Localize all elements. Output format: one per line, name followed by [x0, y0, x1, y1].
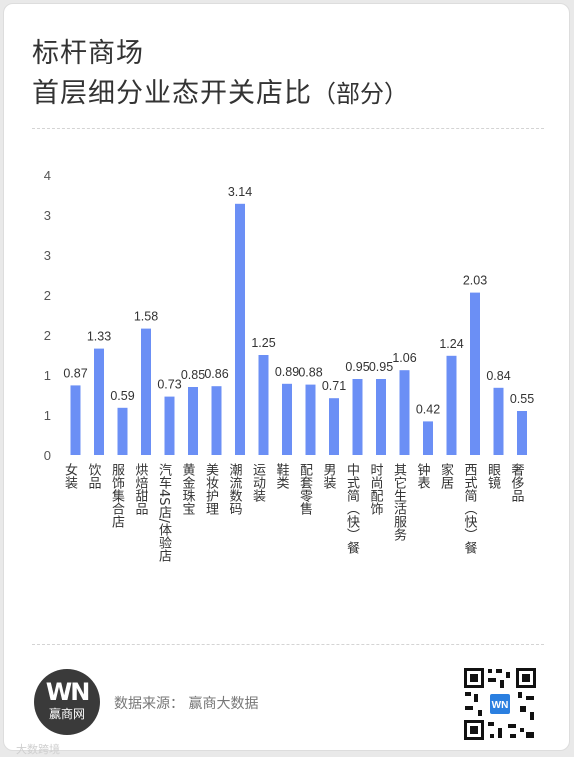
bar: [188, 387, 198, 455]
data-label: 0.84: [486, 369, 510, 383]
bar: [446, 355, 457, 455]
data-label: 0.88: [298, 366, 322, 380]
data-label: 0.73: [157, 378, 181, 392]
x-tick-label: 眼镜: [485, 463, 501, 489]
data-label: 1.24: [439, 337, 463, 351]
logo-mark: WN: [45, 678, 91, 706]
x-tick-label: 黄金珠宝: [180, 463, 196, 515]
y-tick-label: 2: [44, 328, 51, 343]
x-tick-label: 家居: [438, 462, 454, 489]
x-tick-label: 时尚配饰: [368, 463, 384, 515]
data-label: 0.95: [369, 360, 393, 374]
logo-name: 赢商网: [48, 707, 85, 721]
data-label: 1.06: [392, 351, 416, 365]
x-tick-label: 女装: [62, 462, 78, 489]
title-line-1: 标杆商场: [32, 38, 144, 69]
bar: [493, 387, 504, 455]
x-tick-label: 鞋类: [274, 462, 290, 489]
data-label: 0.59: [110, 389, 134, 403]
x-tick-label: 男装: [321, 463, 337, 489]
bar: [70, 385, 81, 455]
title-line-2-sub: （部分）: [312, 80, 408, 108]
bar: [329, 398, 339, 455]
x-tick-label: 烘焙甜品: [133, 463, 149, 515]
data-label: 0.86: [204, 367, 228, 381]
x-tick-label: 奢侈品: [509, 463, 525, 502]
data-label: 0.85: [181, 368, 205, 382]
data-label: 1.25: [251, 336, 275, 350]
y-tick-label: 3: [44, 208, 51, 223]
bar: [258, 355, 269, 455]
data-label: 0.95: [345, 360, 369, 374]
bar: [164, 396, 175, 455]
top-divider: [32, 128, 544, 129]
title-line-2-main: 首层细分业态开关店比: [32, 78, 312, 109]
watermark: 大数跨境: [16, 743, 60, 756]
x-tick-label: 服饰集合店: [109, 463, 125, 528]
bar: [423, 421, 433, 455]
y-tick-label: 0: [44, 448, 51, 463]
data-label: 3.14: [228, 185, 252, 199]
bar: [470, 292, 480, 455]
bar: [117, 407, 128, 455]
bar: [305, 384, 316, 455]
bar: [211, 386, 222, 455]
brand-logo: WN 赢商网: [34, 669, 100, 735]
x-tick-label: 中式简（快）餐: [344, 463, 360, 554]
x-tick-label: 西式简（快）餐: [462, 463, 478, 554]
y-tick-label: 4: [44, 168, 51, 183]
chart-title: 标杆商场 首层细分业态开关店比（部分）: [32, 34, 408, 114]
qr-code-icon: WN: [462, 666, 538, 742]
bar: [352, 379, 363, 455]
data-label: 1.33: [87, 330, 111, 344]
bar: [517, 411, 527, 455]
bar: [282, 383, 292, 455]
bottom-divider: [32, 644, 544, 645]
title-line-2: 首层细分业态开关店比（部分）: [32, 74, 408, 114]
bar: [94, 348, 104, 455]
data-label: 0.89: [275, 365, 299, 379]
bar: [399, 370, 410, 455]
data-source: 数据来源： 赢商大数据: [114, 696, 259, 712]
data-label: 0.42: [416, 402, 440, 416]
y-tick-label: 1: [44, 368, 51, 383]
x-tick-label: 配套零售: [297, 463, 313, 515]
data-label: 2.03: [463, 274, 487, 288]
x-tick-label: 潮流数码: [227, 463, 243, 515]
data-label: 0.71: [322, 379, 346, 393]
x-tick-label: 钟表: [415, 462, 431, 489]
svg-text:WN: WN: [492, 700, 509, 711]
x-tick-label: 其它生活服务: [391, 463, 407, 541]
x-tick-label: 汽车4S店/体验店: [156, 463, 172, 562]
bar: [235, 203, 245, 455]
y-tick-label: 1: [44, 408, 51, 423]
x-tick-label: 美妆护理: [203, 463, 219, 515]
bar: [141, 328, 151, 455]
y-tick-label: 2: [44, 288, 51, 303]
x-tick-label: 饮品: [86, 463, 102, 489]
x-tick-label: 运动装: [250, 463, 266, 502]
data-label: 0.87: [63, 366, 87, 380]
data-label: 0.55: [510, 392, 534, 406]
data-label: 1.58: [134, 310, 158, 324]
bar: [376, 379, 386, 455]
y-tick-label: 3: [44, 248, 51, 263]
